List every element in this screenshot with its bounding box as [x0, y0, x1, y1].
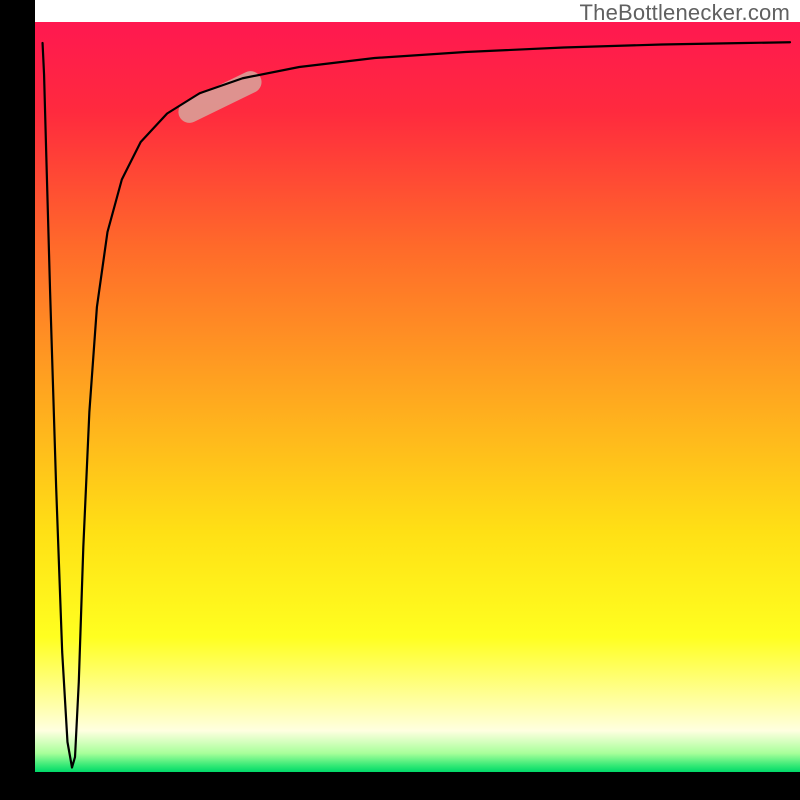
chart-stage: TheBottlenecker.com [0, 0, 800, 800]
right-gradient-extend [790, 22, 800, 772]
chart-svg [0, 0, 800, 800]
bottom-margin [0, 772, 800, 800]
left-margin [0, 0, 35, 800]
watermark-text: TheBottlenecker.com [580, 0, 790, 26]
